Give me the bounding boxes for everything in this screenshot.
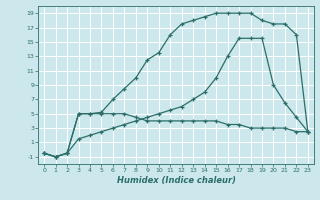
X-axis label: Humidex (Indice chaleur): Humidex (Indice chaleur) xyxy=(116,176,236,185)
